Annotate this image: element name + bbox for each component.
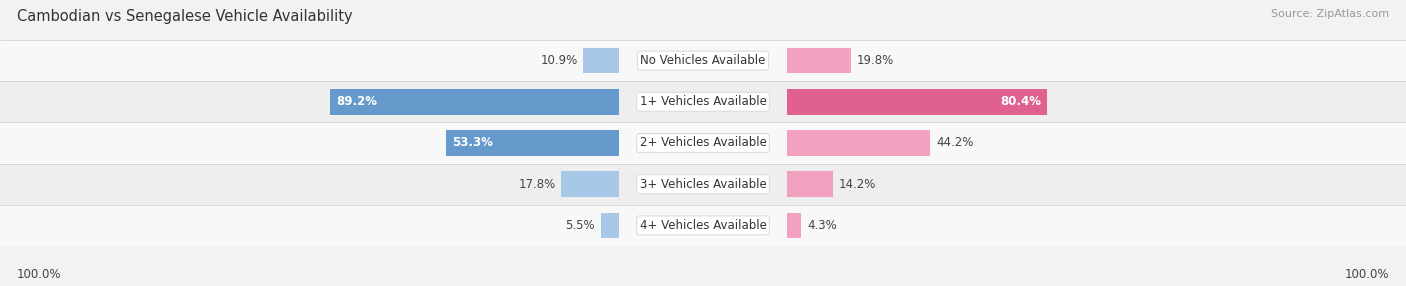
Text: 4.3%: 4.3%: [807, 219, 837, 232]
Text: 1+ Vehicles Available: 1+ Vehicles Available: [640, 95, 766, 108]
Bar: [600, 212, 619, 238]
Text: 100.0%: 100.0%: [1344, 268, 1389, 281]
Text: Source: ZipAtlas.com: Source: ZipAtlas.com: [1271, 9, 1389, 19]
Bar: [0, 81, 1406, 122]
Text: 5.5%: 5.5%: [565, 219, 595, 232]
Text: Cambodian vs Senegalese Vehicle Availability: Cambodian vs Senegalese Vehicle Availabi…: [17, 9, 353, 23]
Text: 2+ Vehicles Available: 2+ Vehicles Available: [640, 136, 766, 150]
Text: 4+ Vehicles Available: 4+ Vehicles Available: [640, 219, 766, 232]
Bar: [787, 89, 1047, 115]
Bar: [787, 212, 801, 238]
Text: 3+ Vehicles Available: 3+ Vehicles Available: [640, 178, 766, 191]
Text: 80.4%: 80.4%: [1001, 95, 1042, 108]
Text: 14.2%: 14.2%: [839, 178, 876, 191]
Text: 89.2%: 89.2%: [336, 95, 377, 108]
Text: 44.2%: 44.2%: [936, 136, 973, 150]
Bar: [583, 48, 619, 74]
Text: 19.8%: 19.8%: [858, 54, 894, 67]
Bar: [0, 164, 1406, 205]
Bar: [0, 122, 1406, 164]
Text: No Vehicles Available: No Vehicles Available: [640, 54, 766, 67]
Bar: [446, 130, 619, 156]
Bar: [0, 205, 1406, 246]
Bar: [561, 171, 619, 197]
Text: 10.9%: 10.9%: [540, 54, 578, 67]
Bar: [787, 130, 931, 156]
Text: 100.0%: 100.0%: [17, 268, 62, 281]
Bar: [787, 171, 834, 197]
Bar: [787, 48, 852, 74]
Text: 17.8%: 17.8%: [519, 178, 555, 191]
Bar: [0, 40, 1406, 81]
Text: 53.3%: 53.3%: [451, 136, 492, 150]
Bar: [330, 89, 619, 115]
